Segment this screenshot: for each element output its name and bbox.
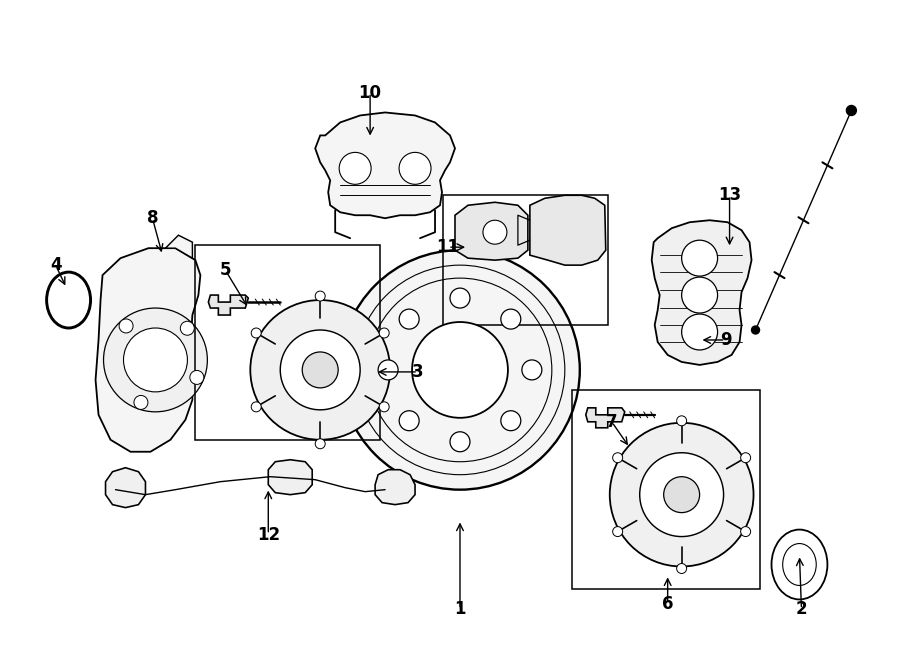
Ellipse shape — [500, 309, 521, 329]
Ellipse shape — [741, 453, 751, 463]
Ellipse shape — [741, 527, 751, 537]
Text: 2: 2 — [796, 600, 807, 619]
Ellipse shape — [771, 529, 827, 600]
Bar — [195, 245, 380, 440]
Ellipse shape — [250, 300, 390, 440]
Ellipse shape — [613, 527, 623, 537]
Ellipse shape — [180, 321, 194, 335]
Polygon shape — [455, 202, 528, 260]
Text: 12: 12 — [256, 525, 280, 543]
Ellipse shape — [134, 395, 148, 409]
Ellipse shape — [752, 326, 760, 334]
Ellipse shape — [315, 291, 325, 301]
Polygon shape — [209, 295, 248, 315]
Text: 10: 10 — [358, 83, 382, 102]
Ellipse shape — [610, 423, 753, 566]
Polygon shape — [95, 248, 201, 451]
Text: 11: 11 — [436, 238, 460, 256]
Polygon shape — [586, 408, 625, 428]
Ellipse shape — [339, 153, 371, 184]
Text: 3: 3 — [412, 363, 424, 381]
Ellipse shape — [340, 250, 580, 490]
Polygon shape — [375, 470, 415, 504]
Text: 9: 9 — [720, 331, 732, 349]
Ellipse shape — [681, 314, 717, 350]
Text: 13: 13 — [718, 186, 741, 204]
Bar — [443, 195, 608, 325]
Text: 8: 8 — [147, 210, 158, 227]
Ellipse shape — [399, 153, 431, 184]
Polygon shape — [315, 112, 455, 218]
Text: 7: 7 — [606, 413, 617, 431]
Polygon shape — [530, 195, 606, 265]
Ellipse shape — [379, 328, 389, 338]
Ellipse shape — [379, 402, 389, 412]
Ellipse shape — [251, 402, 261, 412]
Ellipse shape — [677, 564, 687, 574]
Ellipse shape — [190, 370, 203, 385]
Ellipse shape — [315, 439, 325, 449]
Ellipse shape — [123, 328, 187, 392]
Ellipse shape — [500, 410, 521, 431]
Polygon shape — [652, 220, 752, 365]
Ellipse shape — [302, 352, 338, 388]
Polygon shape — [166, 235, 193, 258]
Ellipse shape — [613, 453, 623, 463]
Polygon shape — [268, 460, 312, 494]
Ellipse shape — [280, 330, 360, 410]
Ellipse shape — [378, 360, 398, 380]
Ellipse shape — [104, 308, 207, 412]
Ellipse shape — [663, 477, 699, 513]
Ellipse shape — [677, 416, 687, 426]
Text: 1: 1 — [454, 600, 465, 619]
Ellipse shape — [483, 220, 507, 244]
Bar — [572, 390, 760, 590]
Ellipse shape — [400, 410, 419, 431]
Text: 6: 6 — [662, 596, 673, 613]
Ellipse shape — [412, 322, 508, 418]
Ellipse shape — [640, 453, 724, 537]
Ellipse shape — [522, 360, 542, 380]
Ellipse shape — [450, 288, 470, 308]
Ellipse shape — [846, 106, 857, 116]
Ellipse shape — [251, 328, 261, 338]
Ellipse shape — [450, 432, 470, 451]
Ellipse shape — [681, 240, 717, 276]
Ellipse shape — [681, 277, 717, 313]
Text: 4: 4 — [50, 256, 61, 274]
Polygon shape — [105, 468, 146, 508]
Ellipse shape — [119, 319, 133, 333]
Text: 5: 5 — [220, 261, 231, 279]
Ellipse shape — [400, 309, 419, 329]
